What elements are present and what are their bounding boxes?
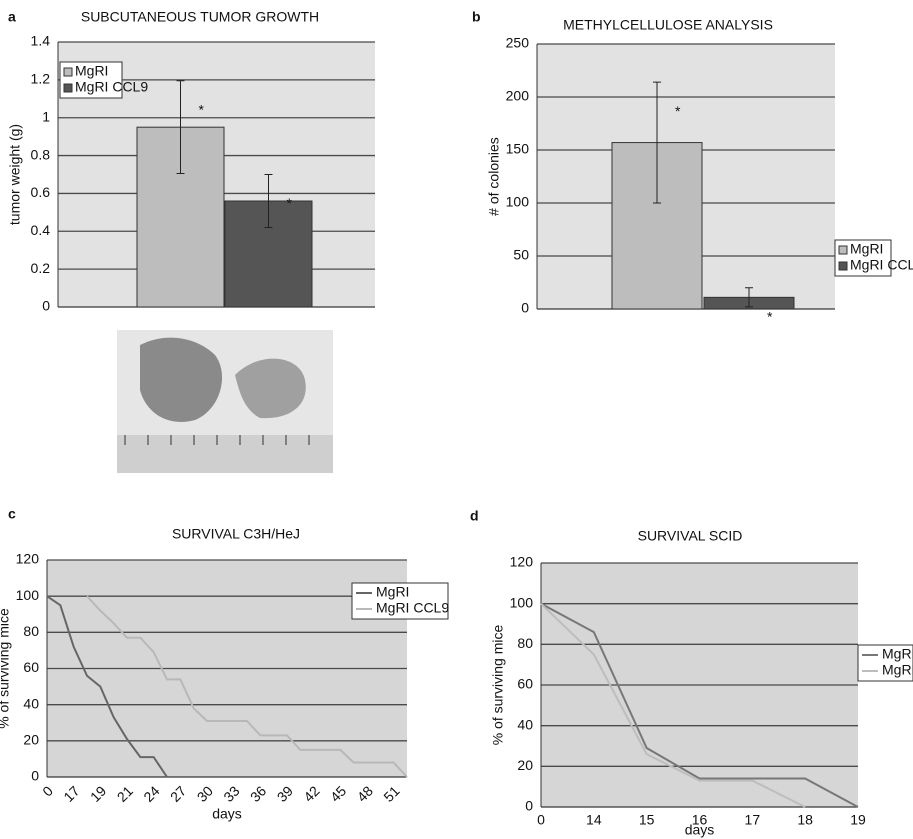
y-tick-label: 0 (31, 768, 39, 784)
y-tick-label: 20 (23, 732, 39, 748)
legend-label: MgRI (376, 584, 409, 600)
legend-label: MgRI (850, 241, 883, 257)
x-tick-label: 0 (537, 812, 545, 828)
tumor-shape (140, 337, 223, 422)
panel-label: d (470, 508, 479, 524)
y-tick-label: 0 (521, 300, 529, 316)
legend-label: MgRI (75, 63, 108, 79)
y-tick-label: 0 (525, 798, 533, 814)
y-tick-label: 100 (510, 594, 534, 610)
y-tick-label: 40 (517, 716, 533, 732)
y-tick-label: 100 (506, 194, 530, 210)
error-bar (176, 80, 185, 175)
tumor-photo (117, 330, 333, 473)
x-tick-label: 19 (87, 783, 109, 805)
legend-swatch (838, 261, 848, 271)
tumor-shape (235, 358, 306, 419)
x-tick-label: 51 (380, 783, 402, 805)
x-tick-label: 15 (639, 812, 655, 828)
y-axis-label: % of surviving mice (490, 624, 506, 745)
legend-label: MgRI (882, 646, 913, 662)
x-tick-label: 0 (39, 783, 56, 800)
y-tick-label: 0.2 (31, 260, 51, 276)
significance-mark: * (675, 103, 681, 119)
x-tick-label: 21 (114, 783, 136, 805)
legend-box (351, 582, 449, 620)
significance-mark: * (199, 102, 205, 118)
legend-label: MgRI CCL9 (75, 79, 148, 95)
x-tick-label: 36 (247, 783, 269, 805)
y-tick-label: 50 (513, 247, 529, 263)
series-line (86, 595, 408, 778)
y-axis-label: tumor weight (g) (7, 124, 23, 225)
legend-swatch (838, 245, 848, 255)
ruler (117, 435, 333, 473)
y-tick-label: 40 (23, 695, 39, 711)
y-tick-label: 0.8 (31, 146, 51, 162)
chart-title: SURVIVAL C3H/HeJ (172, 526, 300, 542)
y-tick-label: 150 (506, 141, 530, 157)
x-tick-label: 18 (797, 812, 813, 828)
legend-box (857, 644, 913, 682)
y-tick-label: 120 (16, 551, 40, 567)
y-tick-label: 80 (23, 623, 39, 639)
y-tick-label: 250 (506, 35, 530, 51)
ruler-ticks (124, 435, 310, 445)
panel-label: a (8, 9, 16, 25)
chart-title: METHYLCELLULOSE ANALYSIS (563, 17, 773, 33)
y-tick-label: 1.2 (31, 71, 51, 87)
x-tick-label: 16 (692, 812, 708, 828)
x-tick-label: 45 (327, 783, 349, 805)
series-line (46, 595, 168, 778)
x-tick-label: 39 (274, 783, 296, 805)
x-tick-label: 30 (194, 783, 216, 805)
y-tick-label: 1.4 (31, 33, 51, 49)
chart-title: SUBCUTANEOUS TUMOR GROWTH (81, 9, 319, 25)
y-tick-label: 100 (16, 587, 40, 603)
legend-label: MgRI CCL9 (882, 662, 913, 678)
x-tick-label: 24 (140, 783, 162, 805)
panel-label: c (8, 506, 16, 522)
y-tick-label: 60 (23, 659, 39, 675)
y-tick-label: 20 (517, 757, 533, 773)
y-tick-label: 60 (517, 676, 533, 692)
y-tick-label: 0.6 (31, 184, 51, 200)
series-line (540, 602, 806, 808)
x-axis-label: days (685, 822, 715, 838)
error-bar (745, 287, 753, 308)
error-bar (264, 174, 273, 228)
error-bar (653, 81, 661, 204)
y-tick-label: 120 (510, 554, 534, 570)
x-tick-label: 17 (60, 783, 82, 805)
legend-label: MgRI CCL9 (376, 600, 449, 616)
y-tick-label: 80 (517, 635, 533, 651)
significance-mark: * (767, 309, 773, 325)
legend-swatch (63, 83, 73, 93)
y-tick-label: 0 (42, 298, 50, 314)
x-axis-label: days (212, 806, 242, 822)
y-tick-label: 0.4 (31, 222, 51, 238)
y-axis-label: % of surviving mice (0, 608, 12, 729)
y-tick-label: 1 (42, 108, 50, 124)
x-tick-label: 33 (220, 783, 242, 805)
legend-label: MgRI CCL9 (850, 257, 913, 273)
x-tick-label: 48 (354, 783, 376, 805)
significance-mark: * (287, 195, 293, 211)
x-tick-label: 42 (300, 783, 322, 805)
x-tick-label: 19 (850, 812, 866, 828)
legend-swatch (63, 67, 73, 77)
chart-title: SURVIVAL SCID (638, 528, 743, 544)
x-tick-label: 17 (745, 812, 761, 828)
panel-label: b (472, 9, 481, 25)
y-axis-label: # of colonies (486, 137, 502, 216)
series-line (540, 602, 859, 808)
x-tick-label: 27 (167, 783, 189, 805)
x-tick-label: 14 (586, 812, 602, 828)
y-tick-label: 200 (506, 88, 530, 104)
